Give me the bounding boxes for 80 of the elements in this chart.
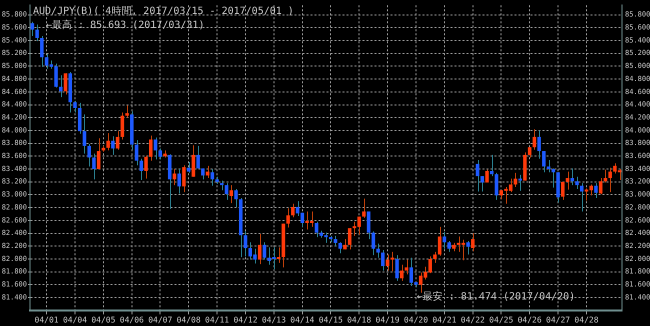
- x-tick-label: 04/22: [460, 315, 486, 324]
- x-tick-label: 04/28: [574, 315, 599, 324]
- candlestick: [442, 232, 446, 250]
- candlestick: [518, 174, 522, 192]
- candlestick: [608, 167, 612, 193]
- x-tick-label: 04/20: [404, 315, 428, 324]
- candlestick: [570, 168, 574, 186]
- candlestick: [106, 132, 110, 151]
- candlestick: [532, 128, 536, 150]
- x-tick-label: 04/27: [546, 315, 570, 324]
- candlestick: [40, 36, 44, 68]
- candlestick: [528, 146, 532, 158]
- candlestick: [575, 176, 579, 190]
- candlestick: [111, 136, 115, 156]
- candlestick: [376, 243, 380, 258]
- candlestick: [561, 181, 565, 200]
- candlestick: [182, 164, 186, 193]
- x-tick-label: 04/01: [34, 315, 59, 324]
- candlestick: [514, 172, 518, 188]
- x-tick-label: 04/14: [290, 315, 315, 324]
- candlestick: [144, 155, 148, 180]
- candlestick: [125, 104, 129, 118]
- candlestick: [92, 153, 96, 180]
- candlestick: [206, 165, 210, 179]
- candlestick: [594, 182, 598, 198]
- annotation: ←最安 : 81.474 (2017/04/20): [416, 290, 576, 302]
- x-tick-label: 04/15: [318, 315, 343, 324]
- x-tick-label: 04/11: [205, 315, 230, 324]
- candlestick: [172, 168, 176, 186]
- chart-title: AUD/JPY(B)( 4時間, 2017/03/15 - 2017/05/01 ): [33, 4, 294, 17]
- candlestick: [64, 72, 68, 96]
- candlestick: [381, 250, 385, 272]
- candlestick: [87, 143, 91, 167]
- candlestick: [59, 74, 63, 98]
- candlestick: [485, 169, 489, 184]
- candlestick: [196, 145, 200, 169]
- candlestick: [230, 184, 234, 204]
- candlestick: [343, 238, 347, 250]
- x-tick-label: 04/06: [120, 315, 144, 324]
- candlestick: [580, 182, 584, 212]
- candlestick: [566, 171, 570, 190]
- candlestick: [338, 242, 342, 254]
- candlestick: [262, 242, 266, 260]
- candlestick: [362, 198, 366, 218]
- candlestick: [291, 203, 295, 218]
- candlestick: [537, 130, 541, 160]
- candlestick: [372, 230, 376, 256]
- candlestick: [73, 100, 77, 113]
- candlestick: [466, 240, 470, 255]
- candlestick: [433, 251, 437, 264]
- candlestick: [210, 168, 214, 186]
- x-tick-label: 04/12: [233, 315, 258, 324]
- x-tick-label: 04/21: [432, 315, 457, 324]
- candlestick: [395, 254, 399, 282]
- x-tick-label: 04/08: [176, 315, 201, 324]
- candlestick: [390, 251, 394, 272]
- candlestick: [177, 168, 181, 194]
- candlestick: [192, 144, 196, 178]
- candlestick: [30, 21, 34, 37]
- x-tick-label: 04/13: [262, 315, 286, 324]
- x-tick-label: 04/26: [518, 315, 542, 324]
- candlestick: [334, 235, 338, 247]
- candlestick: [438, 226, 442, 256]
- x-tick-label: 04/07: [148, 315, 172, 324]
- x-tick-label: 04/05: [91, 315, 116, 324]
- candlestick: [148, 135, 153, 162]
- candlestick: [447, 240, 451, 252]
- candlestick: [35, 24, 39, 42]
- candlestick: [224, 182, 228, 200]
- candlestick: [471, 232, 475, 252]
- candlestick: [542, 150, 546, 173]
- candlestick: [286, 208, 290, 228]
- candlestick: [258, 233, 262, 265]
- candlestick: [220, 180, 224, 191]
- x-tick-label: 04/25: [489, 315, 514, 324]
- x-tick-label: 04/04: [62, 315, 88, 324]
- candlestick: [348, 228, 352, 250]
- x-tick-label: 04/18: [347, 315, 372, 324]
- x-tick-label: 04/19: [376, 315, 400, 324]
- candlestick: [234, 188, 238, 208]
